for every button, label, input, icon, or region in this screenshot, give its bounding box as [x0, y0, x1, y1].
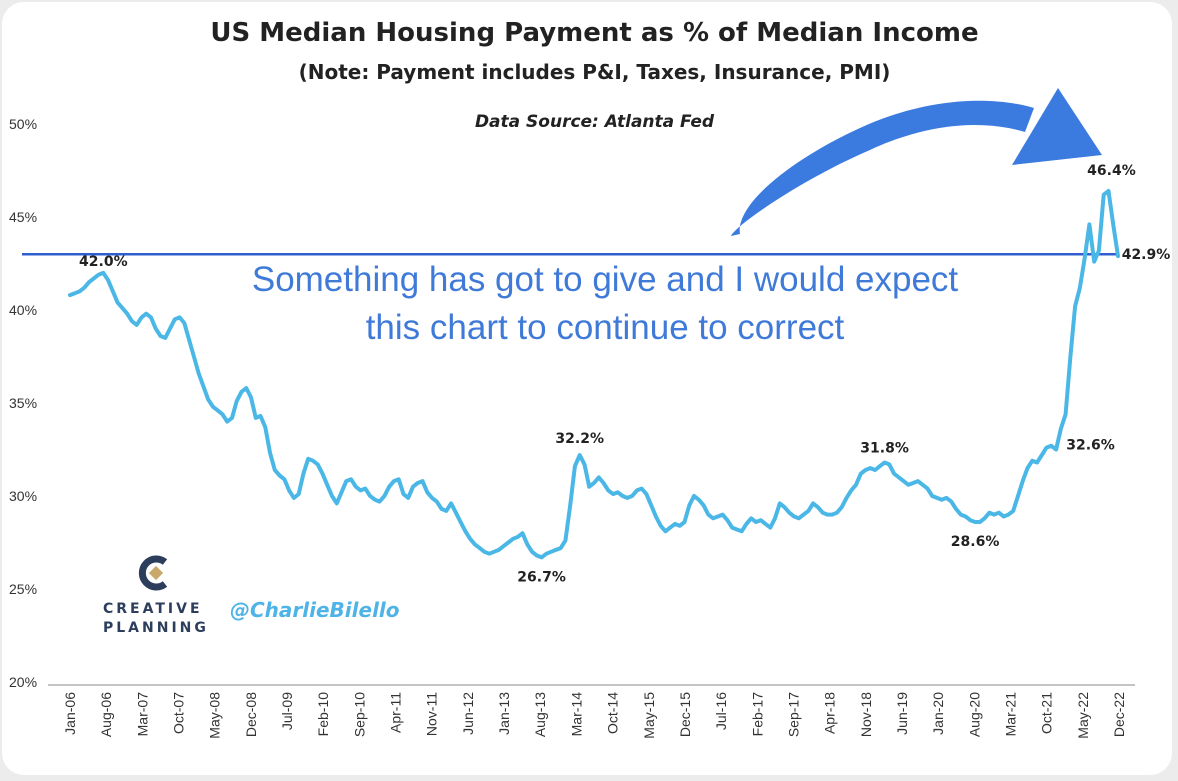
x-tick-label: May-22 — [1075, 692, 1091, 739]
chart-title: US Median Housing Payment as % of Median… — [210, 18, 979, 48]
x-tick-label: Sep-17 — [785, 692, 801, 737]
data-source: Data Source: Atlanta Fed — [474, 112, 715, 132]
data-label: 26.7% — [517, 569, 566, 585]
x-tick-label: Nov-11 — [424, 692, 440, 736]
trend-arrow — [731, 88, 1102, 236]
data-label: 32.6% — [1066, 438, 1115, 454]
x-tick-label: Aug-06 — [98, 692, 114, 737]
arrow-head — [1012, 88, 1102, 165]
y-tick-label: 25% — [9, 581, 37, 597]
logo-line-1: CREATIVE — [103, 601, 203, 617]
x-tick-label: Jun-19 — [894, 692, 910, 735]
x-tick-label: Oct-14 — [605, 692, 621, 734]
x-tick-label: Jul-16 — [713, 692, 729, 730]
x-tick-label: Jun-12 — [460, 692, 476, 735]
chart-subtitle: (Note: Payment includes P&I, Taxes, Insu… — [298, 60, 891, 84]
y-tick-label: 30% — [9, 488, 37, 504]
logo-wordmark: CREATIVE PLANNING — [103, 600, 218, 638]
x-tick-label: Jan-20 — [930, 692, 946, 735]
data-label: 28.6% — [951, 534, 1000, 550]
x-tick-label: Aug-13 — [532, 692, 548, 737]
data-label: 42.0% — [79, 254, 128, 270]
x-tick-label: Mar-07 — [134, 692, 150, 737]
series-line — [68, 189, 1120, 560]
author-handle: @CharlieBilello — [230, 598, 400, 622]
x-tick-label: Mar-21 — [1002, 692, 1018, 737]
logo-line-2: PLANNING — [103, 620, 209, 636]
data-label: 46.4% — [1087, 163, 1136, 179]
y-tick-label: 20% — [9, 674, 37, 690]
x-tick-label: May-15 — [641, 692, 657, 739]
data-label: 31.8% — [860, 441, 909, 457]
y-tick-label: 45% — [9, 209, 37, 225]
arrow-shaft — [731, 100, 1034, 236]
annotation-text: Something has got to give and I would ex… — [251, 260, 959, 347]
x-tick-label: Apr-18 — [822, 692, 838, 734]
x-tick-label: Sep-10 — [351, 692, 367, 737]
x-axis: Jan-06 Aug-06 Mar-07 Oct-07 May-08 Dec-08 Jul-… — [48, 684, 1135, 739]
x-tick-label: Dec-15 — [677, 692, 693, 737]
y-tick-label: 50% — [9, 116, 37, 132]
y-tick-label: 40% — [9, 302, 37, 318]
x-tick-label: Jan-13 — [496, 692, 512, 735]
x-tick-label: Jan-06 — [62, 692, 78, 735]
y-axis: 20% 25% 30% 35% 40% 45% 50% — [9, 116, 37, 690]
y-tick-label: 35% — [9, 395, 37, 411]
x-tick-label: Nov-18 — [858, 692, 874, 737]
data-label: 42.9% — [1122, 247, 1171, 263]
x-tick-label: Feb-10 — [315, 692, 331, 737]
x-tick-label: Dec-08 — [243, 692, 259, 737]
x-tick-label: Apr-11 — [388, 692, 404, 733]
x-tick-label: Dec-22 — [1111, 692, 1127, 737]
x-tick-label: Mar-14 — [568, 692, 584, 737]
x-tick-label: Oct-21 — [1039, 692, 1055, 734]
x-tick-label: Feb-17 — [749, 692, 765, 737]
x-tick-label: May-08 — [207, 692, 223, 739]
x-tick-label: Jul-09 — [279, 692, 295, 730]
x-tick-label: Oct-07 — [171, 692, 187, 734]
data-label: 32.2% — [555, 431, 604, 447]
x-tick-label: Aug-20 — [966, 692, 982, 737]
data-labels: 42.0% 26.7% 32.2% 31.8% 28.6% 32.6% 46.4% 42.9% — [79, 163, 1170, 585]
creative-planning-logo-icon — [138, 555, 168, 591]
